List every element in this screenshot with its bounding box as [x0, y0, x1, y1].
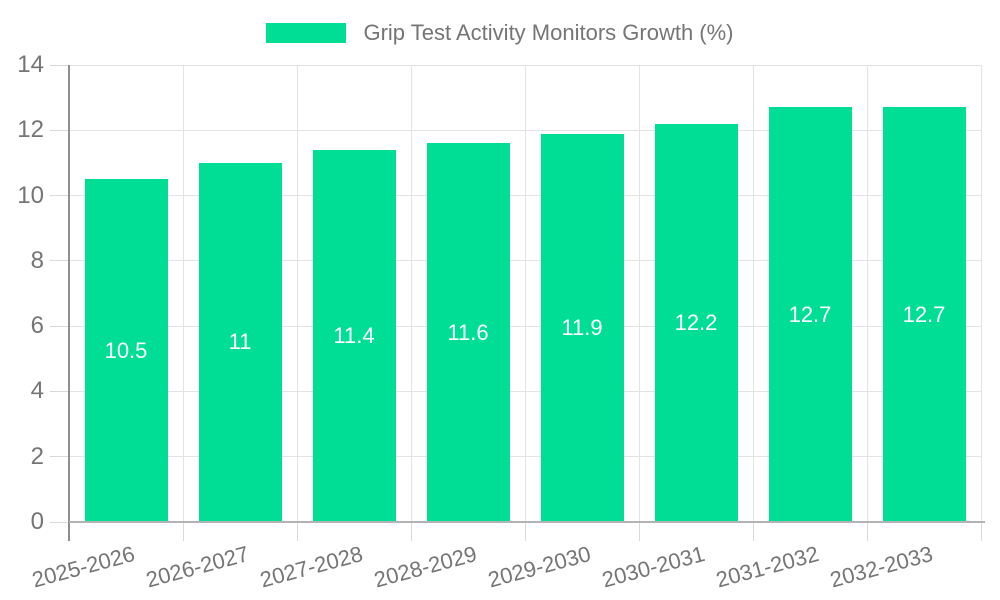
bar-value-label: 11.4	[333, 322, 375, 348]
gridline-vertical	[296, 65, 298, 522]
x-axis-line	[69, 521, 985, 523]
gridline-vertical	[182, 65, 184, 522]
y-tick-mark	[50, 390, 69, 392]
x-tick-mark	[296, 522, 298, 541]
y-axis-tick-label: 6	[30, 312, 44, 340]
y-tick-mark	[50, 195, 69, 197]
gridline-vertical	[866, 65, 868, 522]
x-tick-mark	[752, 522, 754, 541]
y-axis-tick-label: 14	[17, 51, 44, 78]
x-tick-mark	[638, 522, 640, 541]
x-tick-mark	[410, 522, 412, 541]
bar[interactable]: 11.9	[540, 133, 624, 522]
y-tick-mark	[50, 325, 69, 327]
bar[interactable]: 12.7	[768, 107, 852, 522]
y-axis-tick-label: 10	[17, 181, 44, 209]
gridline-vertical	[638, 65, 640, 522]
x-axis-tick-label: 2030-2031	[599, 541, 708, 593]
bar[interactable]: 11.4	[312, 149, 396, 522]
x-axis-tick-label: 2026-2027	[143, 541, 252, 593]
bar[interactable]: 12.7	[882, 107, 966, 522]
legend-swatch-icon	[266, 23, 347, 43]
legend-label: Grip Test Activity Monitors Growth (%)	[363, 20, 734, 45]
x-axis-tick-label: 2031-2032	[713, 541, 822, 593]
y-axis-tick-label: 0	[30, 508, 44, 535]
y-tick-mark	[50, 64, 69, 66]
y-tick-mark	[50, 521, 69, 523]
bar-value-label: 10.5	[104, 337, 148, 363]
bar[interactable]: 11.6	[426, 143, 510, 522]
bar-value-label: 11.9	[561, 314, 603, 340]
gridline-vertical	[524, 65, 526, 522]
legend: Grip Test Activity Monitors Growth (%)	[0, 20, 1000, 46]
y-axis-tick-label: 4	[30, 377, 44, 405]
x-tick-mark	[524, 522, 526, 541]
x-tick-mark	[182, 522, 184, 541]
bar[interactable]: 10.5	[84, 179, 168, 522]
gridline-vertical	[980, 65, 982, 522]
x-axis-tick-label: 2027-2028	[257, 541, 366, 593]
gridline-vertical	[752, 65, 754, 522]
bar[interactable]: 12.2	[654, 123, 738, 522]
y-axis-line	[68, 65, 70, 541]
y-tick-mark	[50, 260, 69, 262]
y-axis-tick-label: 8	[30, 246, 44, 274]
bar-value-label: 12.2	[674, 309, 718, 335]
bar-value-label: 11	[228, 329, 252, 355]
y-tick-mark	[50, 129, 69, 131]
x-axis-tick-label: 2025-2026	[29, 541, 138, 593]
x-axis-tick-label: 2028-2029	[371, 541, 480, 593]
x-axis-tick-label: 2029-2030	[485, 541, 594, 593]
x-axis-tick-label: 2032-2033	[827, 541, 936, 593]
y-axis-tick-label: 12	[17, 116, 44, 144]
y-tick-mark	[50, 456, 69, 458]
gridline-vertical	[410, 65, 412, 522]
bar[interactable]: 11	[198, 162, 282, 522]
y-axis-tick-label: 2	[30, 442, 44, 470]
x-tick-mark	[866, 522, 868, 541]
bar-value-label: 11.6	[447, 319, 489, 345]
x-tick-mark	[980, 522, 982, 541]
bar-value-label: 12.7	[902, 301, 946, 327]
bar-value-label: 12.7	[788, 301, 832, 327]
legend-item[interactable]: Grip Test Activity Monitors Growth (%)	[266, 20, 734, 46]
